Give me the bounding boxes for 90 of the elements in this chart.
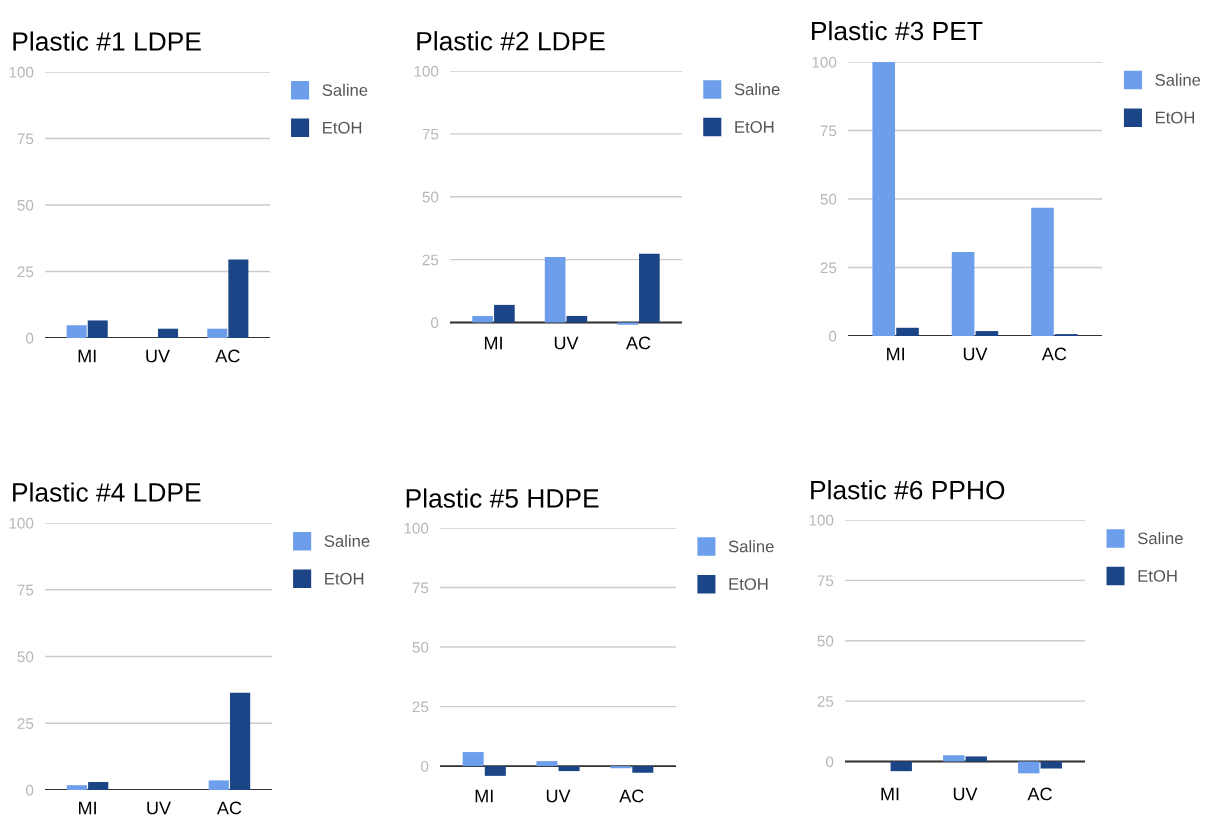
y-tick-label: 0	[25, 784, 34, 796]
y-tick-label: 25	[17, 718, 34, 729]
y-tick-label: 75	[17, 584, 34, 596]
legend-label: Saline	[734, 83, 780, 96]
y-tick-label: 25	[412, 701, 429, 713]
legend-label: EtOH	[735, 121, 774, 133]
y-tick-label: 0	[430, 317, 439, 329]
legend-label: EtOH	[1155, 111, 1195, 124]
bar	[208, 780, 229, 790]
x-tick-label: MI	[78, 349, 96, 363]
x-tick-label: AC	[626, 336, 651, 350]
y-tick-label: 75	[412, 582, 429, 594]
x-tick-label: UV	[146, 349, 170, 363]
y-tick-label: 0	[828, 330, 837, 342]
x-tick-label: MI	[484, 336, 502, 350]
x-tick-label: MI	[887, 347, 904, 361]
x-tick-label: UV	[147, 801, 171, 815]
y-tick-label: 75	[422, 128, 439, 140]
bar	[943, 755, 965, 762]
y-tick-label: 100	[9, 517, 34, 529]
x-tick-label: AC	[216, 801, 242, 815]
y-tick-label: 0	[825, 756, 834, 768]
bar	[87, 320, 108, 338]
bar	[890, 761, 912, 772]
chart-title: Plastic #4 LDPE	[13, 482, 201, 502]
y-tick-label: 100	[809, 514, 834, 526]
x-tick-label: MI	[881, 787, 899, 801]
bar	[66, 325, 87, 338]
legend-label: EtOH	[323, 121, 362, 134]
bar	[617, 322, 638, 325]
y-tick-label: 25	[817, 696, 834, 707]
legend-label: EtOH	[729, 578, 768, 590]
bar	[228, 259, 249, 338]
y-tick-label: 75	[817, 575, 834, 587]
y-tick-label: 50	[817, 635, 834, 647]
y-tick-label: 100	[9, 66, 34, 78]
y-tick-label: 100	[404, 522, 429, 534]
x-tick-label: MI	[79, 801, 96, 815]
chart-title: Plastic #6 PPHO	[811, 480, 1005, 500]
x-tick-label: UV	[546, 789, 571, 803]
y-tick-label: 100	[414, 65, 439, 77]
x-tick-label: AC	[215, 349, 240, 363]
y-tick-label: 75	[820, 125, 837, 137]
bar	[975, 331, 999, 336]
x-tick-label: UV	[554, 336, 579, 350]
x-tick-label: UV	[953, 787, 978, 801]
chart-title: Plastic #2 LDPE	[417, 31, 605, 51]
y-tick-label: 50	[17, 199, 34, 211]
y-tick-label: 50	[412, 641, 429, 653]
x-tick-label: MI	[475, 789, 493, 803]
bar	[896, 327, 919, 336]
bar	[1018, 761, 1040, 774]
y-tick-label: 75	[17, 133, 34, 145]
chart-title: Plastic #5 HDPE	[406, 488, 599, 508]
bar	[872, 62, 896, 336]
y-tick-label: 50	[17, 651, 34, 663]
y-tick-label: 0	[25, 332, 34, 344]
bar	[66, 785, 88, 790]
bar	[1040, 761, 1062, 769]
y-tick-label: 50	[820, 193, 837, 205]
legend-label: EtOH	[325, 572, 364, 585]
legend-label: Saline	[322, 83, 368, 97]
bar	[472, 315, 493, 323]
x-tick-label: AC	[619, 789, 644, 803]
bar	[544, 257, 566, 323]
bar	[1031, 207, 1054, 336]
x-tick-label: UV	[963, 347, 988, 361]
y-tick-label: 25	[422, 254, 439, 266]
x-tick-label: AC	[1027, 787, 1052, 801]
legend-label: EtOH	[1138, 570, 1177, 582]
y-tick-label: 100	[812, 56, 837, 68]
y-tick-label: 25	[17, 266, 34, 278]
bar	[88, 781, 109, 790]
bar	[494, 304, 515, 323]
chart-title: Plastic #1 LDPE	[13, 31, 201, 51]
legend-label: Saline	[1137, 531, 1183, 545]
legend-label: Saline	[324, 534, 370, 547]
bar	[207, 328, 228, 338]
bar	[951, 251, 975, 336]
bar	[229, 692, 251, 790]
legend-label: Saline	[1155, 73, 1201, 86]
bar	[639, 253, 660, 323]
y-tick-label: 50	[422, 191, 439, 203]
bar	[965, 756, 987, 762]
y-tick-label: 0	[420, 760, 429, 772]
y-tick-label: 25	[820, 262, 837, 274]
bar	[158, 328, 179, 338]
legend-label: Saline	[728, 540, 774, 553]
x-tick-label: AC	[1041, 347, 1067, 361]
chart-title: Plastic #3 PET	[812, 20, 983, 41]
